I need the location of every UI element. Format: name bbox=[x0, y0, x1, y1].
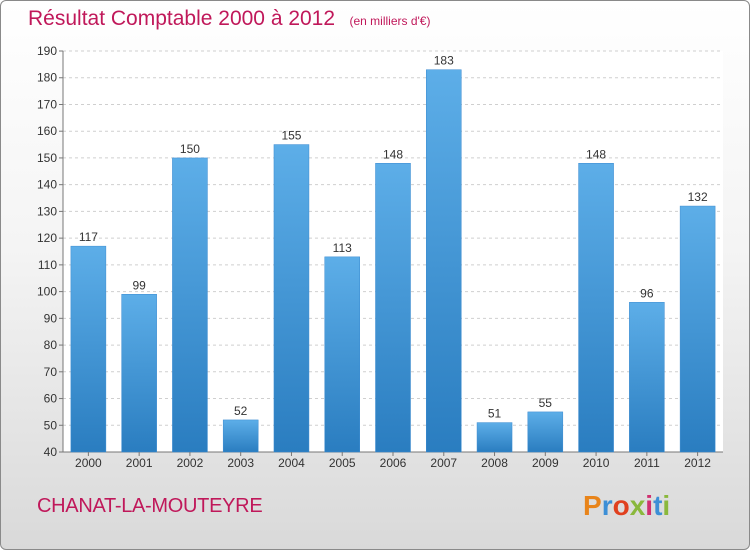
x-tick-label-2010: 2010 bbox=[583, 456, 610, 470]
value-label-2005: 113 bbox=[333, 241, 352, 255]
bar-2012 bbox=[679, 205, 716, 453]
y-tick-label: 170 bbox=[37, 97, 57, 111]
value-label-2003: 52 bbox=[234, 404, 248, 418]
value-label-2009: 55 bbox=[539, 396, 553, 410]
bar-2007 bbox=[426, 69, 462, 453]
x-tick-label-2008: 2008 bbox=[481, 456, 508, 470]
bar-2003 bbox=[222, 419, 259, 453]
logo-letter: i bbox=[645, 490, 654, 521]
value-label-2000: 117 bbox=[79, 230, 98, 244]
value-label-2002: 150 bbox=[180, 142, 200, 156]
y-tick-label: 140 bbox=[37, 178, 57, 192]
value-label-2006: 148 bbox=[383, 147, 403, 161]
y-tick-label: 150 bbox=[37, 151, 57, 165]
proxiti-logo[interactable]: Proxiti bbox=[583, 490, 670, 522]
chart-title: Résultat Comptable 2000 à 2012 bbox=[28, 7, 336, 30]
y-tick-label: 130 bbox=[37, 204, 57, 218]
value-label-2010: 148 bbox=[586, 147, 606, 161]
bar-2004 bbox=[273, 144, 310, 453]
bar-2010 bbox=[578, 163, 614, 453]
y-tick-label: 50 bbox=[44, 418, 58, 432]
title-block: Résultat Comptable 2000 à 2012 (en milli… bbox=[28, 7, 430, 31]
y-tick-label: 190 bbox=[37, 44, 57, 58]
bar-2011 bbox=[629, 302, 665, 453]
y-tick-label: 40 bbox=[44, 445, 58, 459]
bar-2001 bbox=[121, 294, 157, 453]
value-label-2012: 132 bbox=[688, 190, 708, 204]
y-tick-label: 100 bbox=[37, 285, 57, 299]
y-tick-label: 160 bbox=[37, 124, 57, 138]
x-tick-label-2011: 2011 bbox=[634, 456, 660, 470]
bar-2002 bbox=[172, 157, 208, 453]
value-label-2007: 183 bbox=[434, 54, 454, 68]
logo-letter: r bbox=[601, 490, 613, 521]
bar-2009 bbox=[527, 411, 564, 453]
logo-letter: o bbox=[612, 490, 630, 521]
x-tick-label-2006: 2006 bbox=[380, 456, 407, 470]
bar-2005 bbox=[324, 256, 360, 453]
bar-2000 bbox=[70, 245, 107, 453]
y-tick-label: 60 bbox=[44, 392, 58, 406]
y-tick-label: 90 bbox=[44, 311, 58, 325]
bar-2008 bbox=[476, 422, 513, 453]
x-tick-label-2009: 2009 bbox=[532, 456, 559, 470]
x-tick-label-2002: 2002 bbox=[177, 456, 204, 470]
x-tick-label-2012: 2012 bbox=[684, 456, 711, 470]
logo-letter: P bbox=[583, 490, 602, 521]
logo-letter: x bbox=[629, 490, 646, 521]
y-tick-label: 80 bbox=[44, 338, 58, 352]
bar-2006 bbox=[375, 163, 411, 453]
logo-letter: t bbox=[653, 490, 663, 521]
value-label-2004: 155 bbox=[281, 129, 301, 143]
y-tick-label: 180 bbox=[37, 71, 57, 85]
chart-subtitle: (en milliers d'€) bbox=[349, 14, 431, 28]
value-label-2011: 96 bbox=[640, 286, 654, 300]
x-tick-label-2003: 2003 bbox=[227, 456, 254, 470]
x-tick-label-2005: 2005 bbox=[329, 456, 356, 470]
logo-letter: i bbox=[662, 490, 671, 521]
x-tick-label-2000: 2000 bbox=[75, 456, 102, 470]
commune-name: CHANAT-LA-MOUTEYRE bbox=[37, 495, 263, 517]
value-label-2008: 51 bbox=[488, 407, 502, 421]
value-label-2001: 99 bbox=[132, 278, 146, 292]
y-tick-label: 110 bbox=[38, 258, 57, 272]
y-tick-label: 70 bbox=[44, 365, 58, 379]
x-tick-label-2007: 2007 bbox=[430, 456, 457, 470]
x-tick-label-2001: 2001 bbox=[126, 456, 153, 470]
y-tick-label: 120 bbox=[37, 231, 57, 245]
x-tick-label-2004: 2004 bbox=[278, 456, 305, 470]
